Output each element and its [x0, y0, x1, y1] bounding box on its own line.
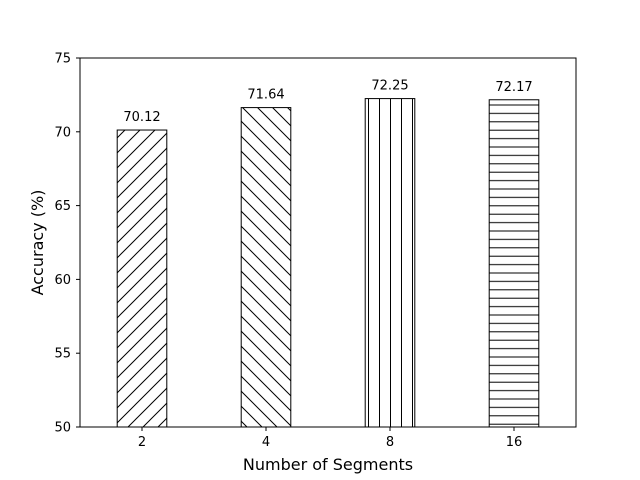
- bar-hatch-4: [240, 107, 292, 428]
- x-tick-label-2: 2: [138, 435, 146, 450]
- data-label-8: 72.25: [371, 79, 408, 94]
- x-tick-label-8: 8: [386, 435, 394, 450]
- y-axis-ticks: 50 55 60 65 70 75: [54, 52, 80, 436]
- data-label-2: 70.12: [123, 110, 160, 125]
- y-tick-label-50: 50: [54, 421, 71, 436]
- x-axis-title: Number of Segments: [243, 455, 413, 474]
- y-tick-label-75: 75: [54, 52, 71, 67]
- bar-hatch-16: [488, 99, 540, 428]
- bars-group: [116, 98, 540, 428]
- bar-hatch-2: [116, 129, 168, 428]
- y-tick-label-60: 60: [54, 273, 71, 288]
- y-tick-label-55: 55: [54, 347, 71, 362]
- plot-frame: [79, 57, 577, 428]
- y-tick-label-70: 70: [54, 125, 71, 140]
- bar-hatch-8: [364, 98, 416, 428]
- data-label-4: 71.64: [247, 88, 284, 103]
- y-tick-label-65: 65: [54, 199, 71, 214]
- x-axis-ticks: 2 4 8 16: [138, 427, 522, 450]
- y-axis-title: Accuracy (%): [28, 190, 47, 296]
- x-tick-label-4: 4: [262, 435, 270, 450]
- data-labels-group: 70.12 71.64 72.25 72.17: [123, 79, 532, 125]
- x-tick-label-16: 16: [506, 435, 523, 450]
- data-label-16: 72.17: [495, 80, 532, 95]
